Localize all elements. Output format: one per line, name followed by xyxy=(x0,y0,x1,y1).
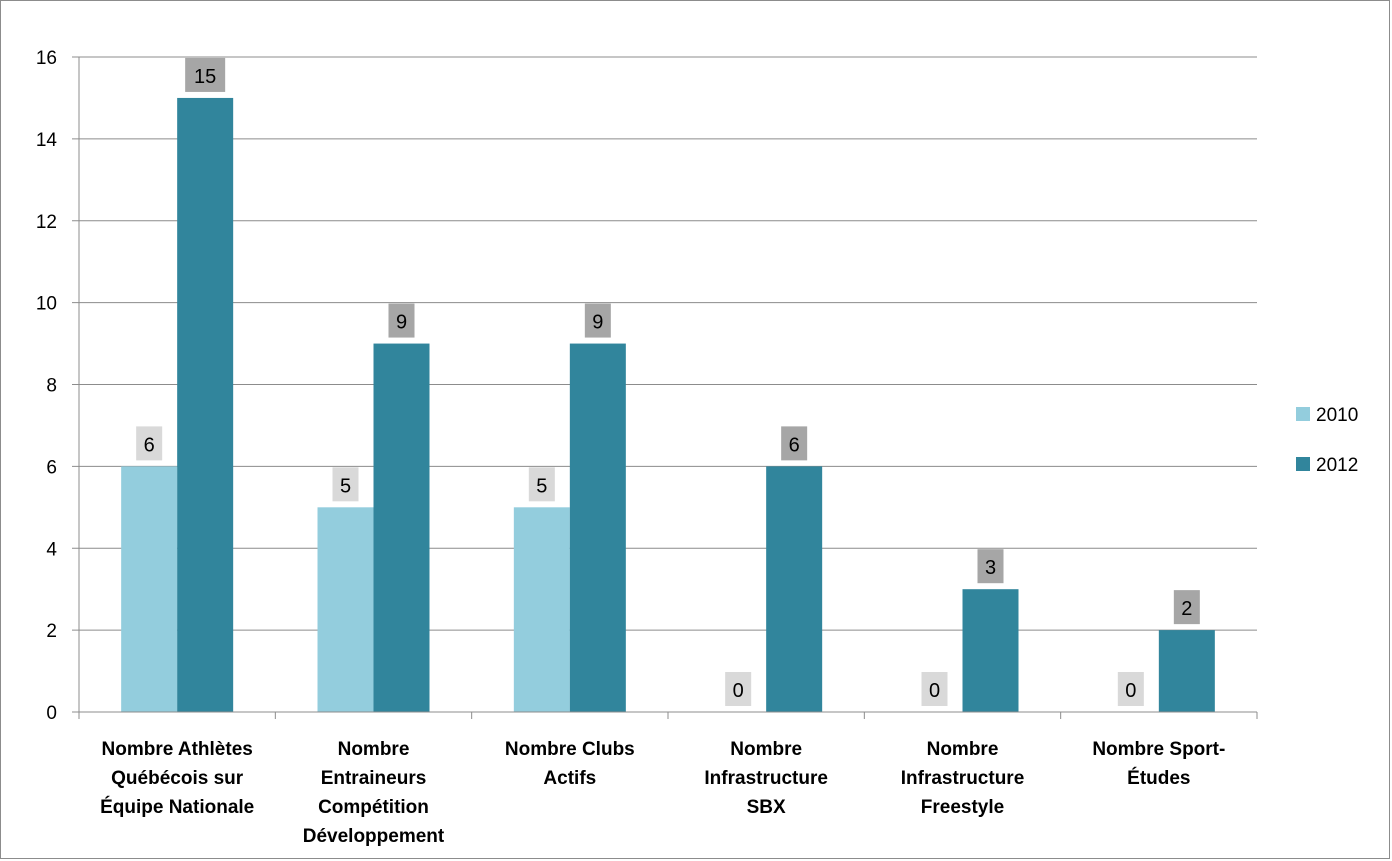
data-label-bg xyxy=(1117,672,1144,706)
data-label-bg xyxy=(921,672,948,706)
data-label: 5 xyxy=(536,475,547,497)
x-axis: Nombre Athlètes Québécois sur Équipe Natio… xyxy=(78,57,1258,847)
y-tick-label: 16 xyxy=(36,48,57,69)
data-label: 15 xyxy=(194,66,216,88)
data-label-bg xyxy=(584,303,611,338)
gridlines xyxy=(79,56,1257,631)
x-tick-label: Nombre xyxy=(927,739,999,760)
bar-2012-5 xyxy=(1158,630,1215,712)
x-tick-label: Freestyle xyxy=(921,797,1004,818)
data-label: 5 xyxy=(340,475,351,497)
data-label-bg xyxy=(136,426,163,461)
x-tick-label: Nombre Sport- xyxy=(1092,739,1225,760)
data-labels: 6 15 5 9 5 9 0 6 0 3 0 2 xyxy=(136,57,1200,706)
y-tick-label: 6 xyxy=(46,457,57,478)
data-label: 6 xyxy=(789,434,800,456)
data-label-bg xyxy=(781,426,808,461)
bar-2010-2 xyxy=(513,507,570,712)
data-label-bg xyxy=(388,303,415,338)
legend-label-2010: 2010 xyxy=(1316,405,1358,426)
x-tick-label: Nombre Clubs xyxy=(505,739,635,760)
bar-2012-1 xyxy=(373,343,430,712)
bars xyxy=(121,97,1215,712)
data-label-bg xyxy=(185,57,226,92)
data-label: 3 xyxy=(985,557,996,579)
y-tick-label: 2 xyxy=(46,621,57,642)
x-tick-label: Développement xyxy=(303,826,445,847)
x-tick-label: Études xyxy=(1127,767,1190,789)
y-tick-label: 10 xyxy=(36,294,57,315)
data-label: 2 xyxy=(1181,598,1192,620)
data-label-bg xyxy=(332,467,359,502)
bar-2012-4 xyxy=(962,589,1019,712)
legend-swatch-2010 xyxy=(1296,407,1310,421)
x-tick-label: Infrastructure xyxy=(901,768,1025,789)
x-tick-label: Nombre xyxy=(338,739,410,760)
data-label-bg xyxy=(1173,590,1200,625)
legend-swatch-2012 xyxy=(1296,457,1310,471)
bar-2012-3 xyxy=(766,466,823,712)
x-tick-label: Nombre xyxy=(730,739,802,760)
data-label: 9 xyxy=(396,312,407,334)
x-tick-label: Nombre Athlètes xyxy=(102,739,253,760)
data-label: 0 xyxy=(929,680,940,702)
data-label: 0 xyxy=(1125,680,1136,702)
y-tick-label: 12 xyxy=(36,212,57,233)
y-tick-label: 8 xyxy=(46,376,57,397)
legend[interactable]: 2010 2012 xyxy=(1296,405,1358,476)
x-tick-label: Compétition xyxy=(318,797,429,818)
x-tick-label: Entraineurs xyxy=(321,768,427,789)
y-axis-ticks: 0 2 4 6 8 10 12 14 16 xyxy=(36,48,79,724)
data-label: 0 xyxy=(733,680,744,702)
bar-2010-0 xyxy=(121,466,178,712)
legend-label-2012: 2012 xyxy=(1316,455,1358,476)
data-label-bg xyxy=(977,549,1004,584)
bar-2010-1 xyxy=(317,507,374,712)
x-tick-label: Actifs xyxy=(543,768,596,789)
data-label: 6 xyxy=(144,434,155,456)
data-label: 9 xyxy=(592,312,603,334)
x-tick-label: SBX xyxy=(747,797,786,818)
y-tick-label: 14 xyxy=(36,130,58,151)
x-tick-label: Infrastructure xyxy=(704,768,828,789)
bar-2012-0 xyxy=(177,97,234,712)
x-tick-label: Québécois sur xyxy=(111,768,244,789)
y-tick-label: 4 xyxy=(46,539,57,560)
y-tick-label: 0 xyxy=(46,703,57,724)
data-label-bg xyxy=(725,672,752,706)
data-label-bg xyxy=(528,467,555,502)
x-tick-label: Équipe Nationale xyxy=(100,796,254,818)
bar-2012-2 xyxy=(569,343,626,712)
